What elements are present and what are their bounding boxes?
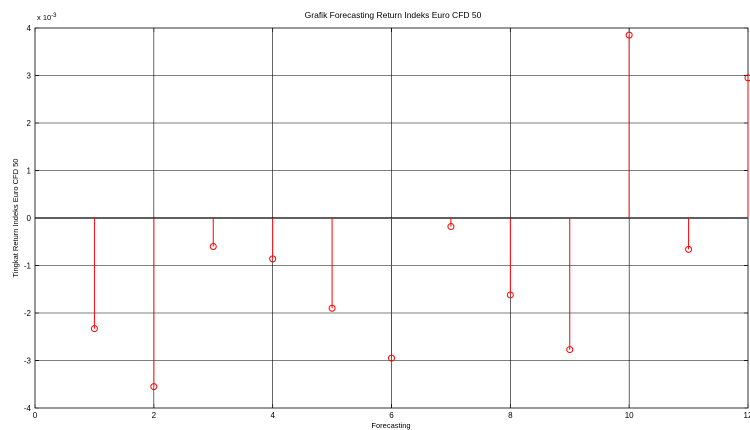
- y-tick-label: -2: [24, 309, 32, 318]
- x-tick-label: 6: [389, 411, 394, 420]
- x-axis-label: Forecasting: [371, 421, 410, 430]
- stem-marker: [90, 325, 98, 333]
- y-tick-label: 1: [27, 167, 32, 176]
- y-tick-label: 4: [27, 24, 32, 33]
- chart-title: Grafik Forecasting Return Indeks Euro CF…: [305, 10, 482, 20]
- stem-marker: [625, 31, 633, 39]
- y-tick-label: 2: [27, 119, 32, 128]
- stem-marker: [506, 291, 514, 299]
- stem-marker: [566, 346, 574, 354]
- stem-series: [90, 31, 750, 391]
- y-axis-label: Tingkat Return Indeks Euro CFD 50: [11, 159, 20, 278]
- x-tick-label: 12: [744, 411, 750, 420]
- x-tick-label: 0: [33, 411, 38, 420]
- stem-marker: [209, 243, 217, 250]
- y-tick-label: -4: [24, 404, 32, 413]
- stem-marker: [685, 245, 693, 253]
- stem-marker: [744, 74, 750, 82]
- y-multiplier-label: x 10-3: [37, 13, 57, 22]
- y-tick-label: 3: [27, 72, 32, 81]
- y-tick-label: 0: [27, 214, 32, 223]
- y-tick-label: -1: [24, 262, 32, 271]
- stem-marker: [150, 383, 158, 391]
- stem-marker: [328, 304, 336, 312]
- x-tick-label: 2: [152, 411, 157, 420]
- stem-marker: [269, 255, 277, 263]
- x-tick-label: 10: [625, 411, 634, 420]
- y-tick-label: -3: [24, 357, 32, 366]
- x-tick-label: 8: [508, 411, 513, 420]
- stem-marker: [447, 223, 455, 231]
- stem-marker: [388, 354, 395, 362]
- x-tick-label: 4: [270, 411, 275, 420]
